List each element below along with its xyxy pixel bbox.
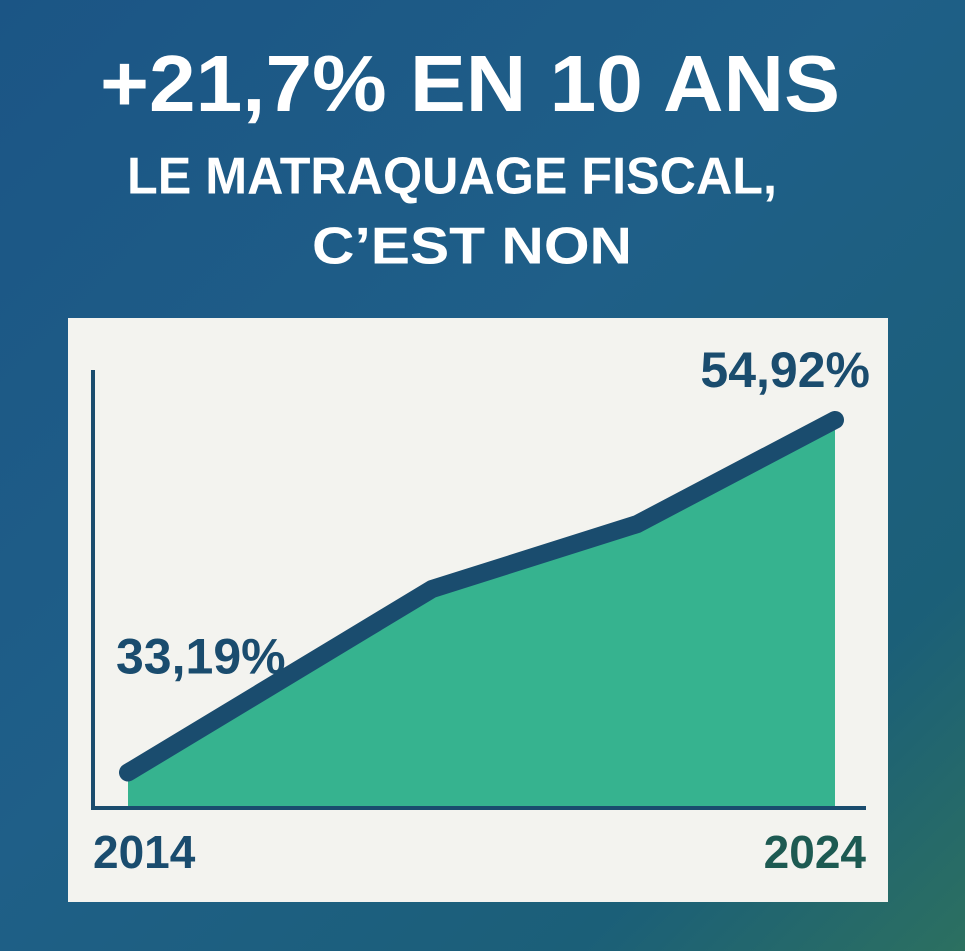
value-label: 33,19% bbox=[116, 629, 286, 685]
chart-subtitle: C’EST NON bbox=[312, 218, 632, 276]
value-label: 54,92% bbox=[700, 342, 870, 398]
x-tick-label: 2014 bbox=[93, 826, 196, 878]
line bbox=[119, 410, 844, 782]
chart-subtitle: LE MATRAQUAGE FISCAL, bbox=[127, 148, 777, 206]
plot bbox=[119, 410, 844, 808]
chart-title: +21,7% EN 10 ANS bbox=[100, 39, 840, 128]
x-tick-label: 2024 bbox=[764, 826, 867, 878]
